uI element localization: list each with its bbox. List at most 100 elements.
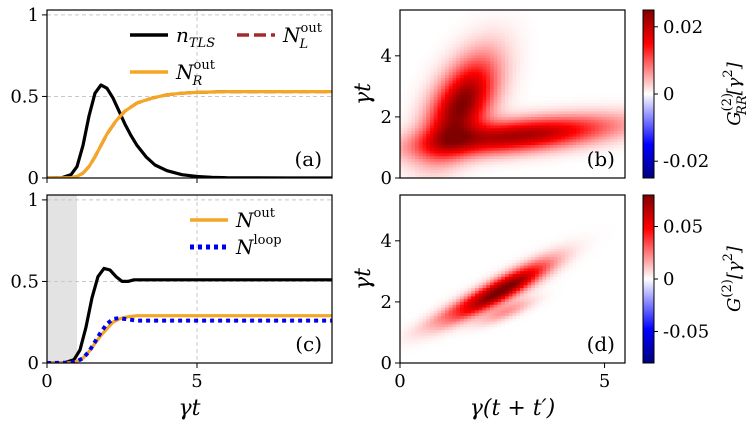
heatmap-cell [542, 256, 547, 260]
heatmap-cell [418, 349, 424, 353]
heatmap-cell [430, 332, 435, 336]
heatmap-cell [400, 351, 405, 356]
heatmap-cell [460, 326, 465, 330]
heatmap-cell [463, 144, 469, 148]
heatmap-cell [448, 130, 454, 134]
heatmap-cell [535, 49, 540, 53]
heatmap-cell [531, 290, 536, 294]
heatmap-cell [602, 113, 607, 117]
heatmap-cell [445, 304, 450, 308]
y-tick-label: 2 [381, 292, 392, 313]
heatmap-cell [520, 158, 525, 162]
heatmap-cell [557, 110, 562, 115]
heatmap-cell [478, 309, 484, 314]
heatmap-cell [475, 301, 480, 305]
heatmap-cell [452, 24, 457, 28]
heatmap-cell [441, 304, 446, 308]
heatmap-cell [595, 248, 600, 252]
heatmap-cell [501, 15, 506, 19]
heatmap-cell [475, 175, 480, 179]
heatmap-cell [452, 85, 457, 89]
heatmap-cell [531, 122, 536, 126]
heatmap-cell [572, 127, 577, 131]
heatmap-cell [445, 329, 450, 333]
heatmap-cell [471, 312, 476, 316]
heatmap-cell [501, 80, 506, 84]
heatmap-cell [538, 290, 544, 294]
heatmap-cell [505, 68, 510, 73]
heatmap-cell [490, 155, 495, 159]
heatmap-cell [407, 136, 412, 140]
heatmap-cell [456, 133, 461, 137]
heatmap-cell [437, 66, 442, 70]
heatmap-cell [486, 273, 491, 277]
heatmap-cell [478, 169, 484, 173]
heatmap-cell [505, 133, 510, 137]
heatmap-cell [561, 242, 566, 246]
heatmap-cell [572, 239, 577, 244]
heatmap-cell [557, 284, 562, 288]
heatmap-cell [463, 32, 469, 36]
heatmap-cell [452, 124, 457, 129]
heatmap-cell [610, 113, 615, 117]
heatmap-cell [535, 105, 540, 109]
heatmap-cell [508, 267, 514, 272]
heatmap-cell [546, 304, 551, 308]
heatmap-cell [475, 66, 480, 70]
heatmap-cell [602, 234, 607, 238]
heatmap-cell [550, 108, 555, 112]
heatmap-cell [445, 91, 450, 95]
heatmap-cell [561, 287, 566, 291]
heatmap-cell [531, 29, 536, 33]
heatmap-cell [448, 329, 454, 333]
heatmap-cell [512, 77, 517, 81]
heatmap-cell [471, 141, 476, 145]
heatmap-cell [610, 155, 615, 159]
heatmap-cell [415, 147, 420, 151]
heatmap-cell [422, 343, 427, 347]
heatmap-cell [456, 124, 461, 129]
heatmap-cell [418, 82, 424, 87]
heatmap-cell [501, 265, 506, 269]
heatmap-cell [467, 85, 472, 89]
heatmap-cell [467, 279, 472, 283]
heatmap-cell [508, 315, 514, 319]
heatmap-cell [467, 321, 472, 325]
heatmap-cell [445, 110, 450, 115]
heatmap-cell [482, 287, 487, 291]
heatmap-cell [501, 96, 506, 101]
heatmap-cell [501, 307, 506, 311]
heatmap-cell [437, 102, 442, 106]
heatmap-cell [430, 82, 435, 87]
heatmap-cell [606, 152, 611, 157]
heatmap-cell [415, 175, 420, 179]
heatmap-cell [411, 110, 416, 115]
heatmap-cell [411, 166, 416, 171]
y-tick-label: 1 [28, 190, 39, 211]
heatmap-cell [471, 287, 476, 291]
heatmap-cell [493, 293, 499, 297]
heatmap-cell [460, 122, 465, 126]
heatmap-cell [456, 318, 461, 322]
heatmap-cell [527, 152, 532, 157]
heatmap-cell [437, 155, 442, 159]
heatmap-cell [591, 147, 596, 151]
heatmap-cell [501, 312, 506, 316]
heatmap-cell [448, 295, 454, 300]
heatmap-cell [501, 12, 506, 17]
heatmap-cell [460, 312, 465, 316]
heatmap-cell [598, 124, 604, 129]
heatmap-cell [542, 284, 547, 288]
heatmap-cell [463, 155, 469, 159]
heatmap-cell [486, 60, 491, 64]
heatmap-cell [606, 116, 611, 120]
heatmap-cell [580, 245, 585, 249]
heatmap-cell [426, 91, 431, 95]
heatmap-cell [553, 150, 559, 154]
heatmap-cell [482, 315, 487, 319]
heatmap-cell [527, 281, 532, 286]
heatmap-cell [486, 54, 491, 59]
heatmap-cell [553, 298, 559, 302]
heatmap-cell [403, 136, 409, 140]
heatmap-cell [606, 110, 611, 115]
